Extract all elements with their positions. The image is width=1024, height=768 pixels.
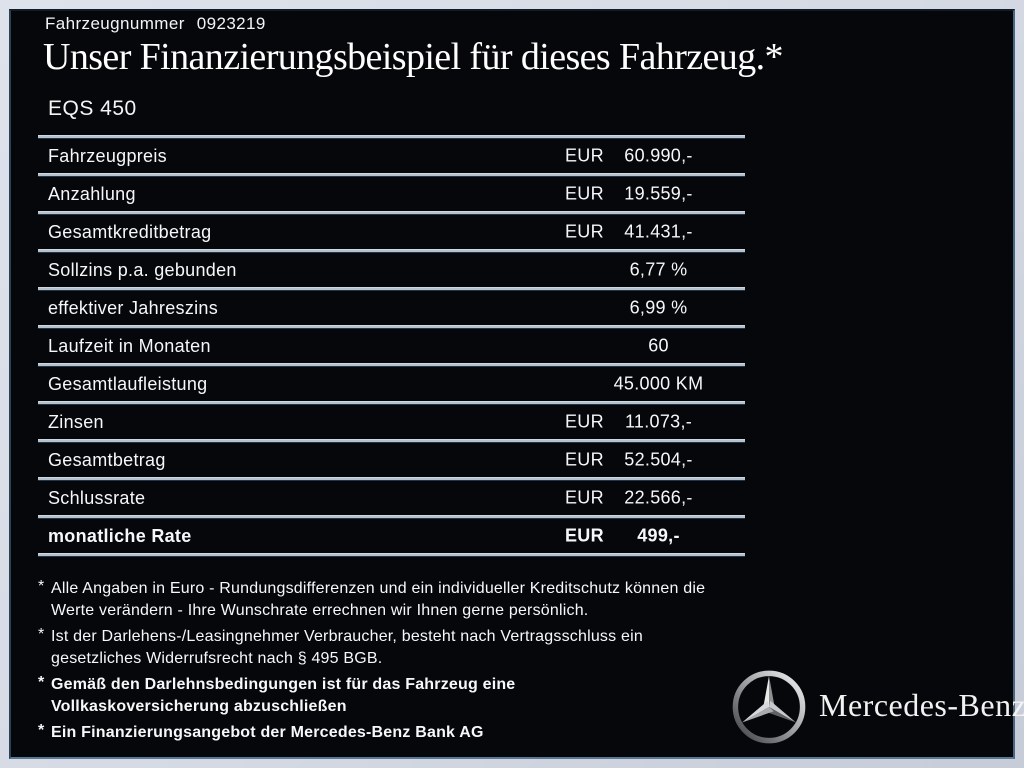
table-separator-line [38,553,745,557]
footnote-marker: * [38,578,45,595]
row-amount: 499,- [637,525,680,546]
row-value: EUR 41.431,- [565,222,752,243]
row-amount: 52.504,- [624,449,693,470]
table-separator-line [38,249,745,253]
row-value: EUR 60.990,- [565,146,752,167]
row-amount: 11.073,- [624,411,693,432]
row-amount: 60 [648,335,669,356]
row-value: EUR 52.504,- [565,450,752,471]
row-value: 6,77 % [565,260,752,281]
row-amount: 41.431,- [624,221,693,242]
footnote-marker: * [38,674,45,691]
table-row: Zinsen EUR 11.073,- [38,405,745,439]
footnote: * Alle Angaben in Euro - Rundungsdifferen… [38,578,733,622]
row-currency: EUR [565,487,604,508]
row-amount: 6,99 % [629,297,688,318]
table-separator-line [38,135,745,139]
row-currency: EUR [565,411,604,432]
table-row: Gesamtbetrag EUR 52.504,- [38,443,745,477]
row-amount: 45.000 KM [613,373,704,394]
row-amount: 60.990,- [624,145,693,166]
row-amount: 22.566,- [624,487,693,508]
footnote-text: Ein Finanzierungsangebot der Mercedes-Be… [51,724,484,741]
table-row: monatliche Rate EUR 499,- [38,519,745,553]
table-row: Fahrzeugpreis EUR 60.990,- [38,139,745,173]
row-label: Zinsen [48,411,104,432]
footnote-marker: * [38,722,45,739]
page-title: Unser Finanzierungsbeispiel für dieses F… [43,36,784,78]
footnote-text: Ist der Darlehens-/Leasingnehmer Verbrau… [51,628,643,667]
row-value: EUR 19.559,- [565,184,752,205]
row-label: Gesamtkreditbetrag [48,221,212,242]
vehicle-number-value: 0923219 [196,14,266,33]
row-label: Anzahlung [48,183,136,204]
footnote: * Gemäß den Darlehnsbedingungen ist für d… [38,674,733,718]
table-row: Laufzeit in Monaten 60 [38,329,745,363]
row-currency: EUR [565,525,604,546]
vehicle-number-label: Fahrzeugnummer [45,14,185,33]
row-currency: EUR [565,145,604,166]
footnotes: * Alle Angaben in Euro - Rundungsdifferen… [38,578,733,748]
vehicle-model: EQS 450 [48,97,137,120]
table-separator-line [38,211,745,215]
table-separator-line [38,173,745,177]
row-value: EUR 22.566,- [565,488,752,509]
table-row: Gesamtlaufleistung 45.000 KM [38,367,745,401]
table-row: Anzahlung EUR 19.559,- [38,177,745,211]
table-separator-line [38,325,745,329]
table-separator-line [38,477,745,481]
brand-wordmark: Mercedes-Benz [819,687,1024,723]
footnote: * Ist der Darlehens-/Leasingnehmer Verbra… [38,626,733,670]
footnote-marker: * [38,626,45,643]
table-row: effektiver Jahreszins 6,99 % [38,291,745,325]
row-amount: 6,77 % [629,259,688,280]
row-value: EUR 11.073,- [565,412,752,433]
row-value: 6,99 % [565,298,752,319]
table-separator-line [38,401,745,405]
brand-area: Mercedes-Benz [727,665,1024,753]
row-label: effektiver Jahreszins [48,297,219,318]
row-label: Fahrzeugpreis [48,145,167,166]
row-value: EUR 499,- [565,526,752,547]
vehicle-number: Fahrzeugnummer 0923219 [45,14,266,34]
table-row: Gesamtkreditbetrag EUR 41.431,- [38,215,745,249]
financing-panel: Fahrzeugnummer 0923219 Unser Finanzierung… [9,9,1024,759]
row-label: monatliche Rate [48,525,192,546]
footnote-text: Gemäß den Darlehnsbedingungen ist für da… [51,676,516,715]
row-amount: 19.559,- [624,183,693,204]
row-label: Gesamtlaufleistung [48,373,208,394]
footnote-text: Alle Angaben in Euro - Rundungsdifferenz… [51,580,706,619]
table-separator-line [38,439,745,443]
table-separator-line [38,515,745,519]
row-label: Sollzins p.a. gebunden [48,259,237,280]
row-value: 60 [565,336,752,357]
row-currency: EUR [565,221,604,242]
row-value: 45.000 KM [565,374,752,395]
row-label: Laufzeit in Monaten [48,335,211,356]
mercedes-star-icon [732,670,806,744]
financing-table: Fahrzeugpreis EUR 60.990,- Anzahlung EUR 19.5… [38,135,745,557]
row-label: Schlussrate [48,487,146,508]
row-currency: EUR [565,449,604,470]
table-row: Sollzins p.a. gebunden 6,77 % [38,253,745,287]
table-row: Schlussrate EUR 22.566,- [38,481,745,515]
table-separator-line [38,287,745,291]
footnote: * Ein Finanzierungsangebot der Mercedes-B… [38,722,733,744]
row-currency: EUR [565,183,604,204]
table-separator-line [38,363,745,367]
row-label: Gesamtbetrag [48,449,166,470]
